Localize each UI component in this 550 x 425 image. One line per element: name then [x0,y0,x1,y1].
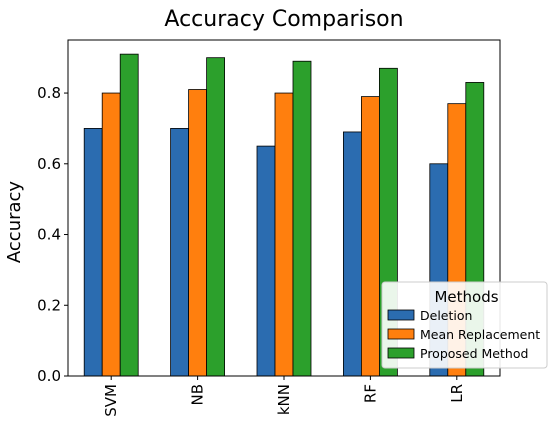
legend-swatch-deletion [387,309,415,321]
legend-swatch-mean-replacement [387,328,415,340]
legend-title: Methods [434,288,498,306]
bar-knn-mean-replacement [274,92,294,377]
plot-frame [67,39,501,377]
x-tick-label: kNN [275,384,293,415]
x-tick-label: NB [189,384,207,406]
bar-rf-deletion [342,131,362,377]
y-tick-label: 0.4 [37,226,61,244]
legend-label-proposed-method: Proposed Method [420,346,528,361]
legend-box [381,281,548,369]
y-tick-label: 0.2 [37,296,61,314]
bar-svm-mean-replacement [101,92,121,377]
bar-knn-proposed-method [292,60,312,377]
bar-nb-mean-replacement [188,89,208,377]
legend-label-deletion: Deletion [420,308,472,323]
x-tick-label: SVM [102,384,120,417]
x-tick-label: LR [448,384,466,403]
bar-svm-deletion [83,128,103,377]
y-tick-label: 0.6 [37,155,61,173]
y-tick-label: 0.8 [37,84,61,102]
legend-label-mean-replacement: Mean Replacement [420,327,540,342]
bar-svm-proposed-method [119,53,139,377]
chart-title: Accuracy Comparison [164,7,403,32]
y-axis-label: Accuracy [4,181,25,264]
bar-nb-proposed-method [206,57,226,377]
y-tick-label: 0.0 [37,367,61,385]
bar-nb-deletion [170,128,190,377]
x-tick-label: RF [361,384,379,403]
legend: Methods Deletion Mean Replacement Proposed … [381,281,548,369]
bar-rf-mean-replacement [360,96,380,377]
plot-area: SVM NB kNN RF LR 0.0 0.2 0.4 0.6 0.8 [37,39,501,417]
legend-swatch-proposed-method [387,347,415,359]
bar-knn-deletion [256,145,276,377]
